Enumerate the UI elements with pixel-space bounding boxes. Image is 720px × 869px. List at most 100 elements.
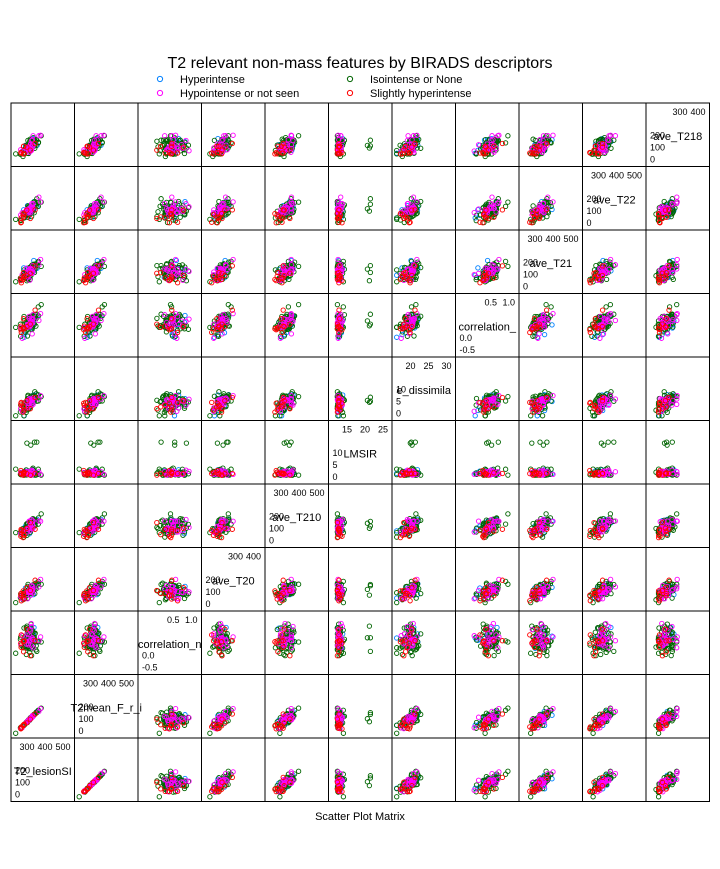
point-hypointense-or-not-seen-89 xyxy=(612,133,619,139)
panel-r1-c10 xyxy=(645,166,710,231)
point-slightly-hyperintense-102 xyxy=(168,151,174,157)
point-hypointense-or-not-seen-89 xyxy=(410,133,417,139)
point-slightly-hyperintense-97 xyxy=(27,147,33,153)
point-hypointense-or-not-seen-89 xyxy=(222,133,229,139)
point-hypointense-or-not-seen-89 xyxy=(674,194,680,200)
point-isointense-or-none-21 xyxy=(418,145,424,151)
point-hypointense-or-not-seen-86 xyxy=(101,132,107,138)
panel-r2-c10 xyxy=(645,229,710,294)
point-slightly-hyperintense-95 xyxy=(180,144,187,150)
point-slightly-hyperintense-99 xyxy=(85,143,91,149)
point-hypointense-or-not-seen-86 xyxy=(607,256,614,263)
point-hypointense-or-not-seen-89 xyxy=(338,194,344,200)
point-slightly-hyperintense-99 xyxy=(482,143,488,149)
point-isointense-or-none-26 xyxy=(367,196,374,202)
legend-marker-3 xyxy=(346,89,354,97)
panel-r4-c0 xyxy=(10,356,75,421)
diag-tick-bottom-6-2: 10 xyxy=(396,385,406,395)
panel-r3-c5 xyxy=(328,293,393,358)
point-slightly-hyperintense-103 xyxy=(404,150,410,156)
point-isointense-or-none-59 xyxy=(502,258,509,265)
panel-r2-c1 xyxy=(74,229,139,294)
legend-label-1: Isointense or None xyxy=(370,74,462,86)
point-isointense-or-none-48 xyxy=(295,263,302,270)
chart-title: T2 relevant non-mass features by BIRADS … xyxy=(167,55,552,72)
point-isointense-or-none-48 xyxy=(295,133,302,139)
point-slightly-hyperintense-96 xyxy=(412,307,418,313)
panel-r2-c5 xyxy=(328,229,393,294)
diag-tick-top-8-1: 400 xyxy=(545,234,560,244)
point-isointense-or-none-26 xyxy=(367,262,374,269)
point-hypointense-or-not-seen-84 xyxy=(172,142,178,148)
panel-r0-c5 xyxy=(328,102,393,167)
point-isointense-or-none-18 xyxy=(367,201,374,207)
point-hypointense-or-not-seen-86 xyxy=(230,132,236,138)
panel-r2-c3 xyxy=(201,229,266,294)
point-slightly-hyperintense-99 xyxy=(336,143,342,149)
point-hypointense-or-not-seen-86 xyxy=(230,199,236,205)
panel-r4-c2 xyxy=(137,356,202,421)
point-isointense-or-none-66 xyxy=(181,150,188,157)
legend-marker-0 xyxy=(156,75,164,83)
point-isointense-or-none-48 xyxy=(505,133,511,139)
panel-r1-c0 xyxy=(10,166,75,231)
point-isointense-or-none-13 xyxy=(156,279,162,285)
point-slightly-hyperintense-100 xyxy=(209,399,215,406)
point-isointense-or-none-48 xyxy=(295,393,302,400)
diag-tick-bottom-9-0: 0 xyxy=(587,218,592,228)
point-hyperintense-11 xyxy=(394,334,400,340)
point-slightly-hyperintense-99 xyxy=(20,143,27,149)
point-isointense-or-none-13 xyxy=(76,324,82,331)
legend: Hyperintense Isointense or NoneHypointens… xyxy=(156,74,472,100)
panel-r3-c0 xyxy=(10,293,75,358)
panel-r4-c7 xyxy=(455,356,520,421)
point-isointense-or-none-48 xyxy=(607,301,614,308)
point-slightly-hyperintense-103 xyxy=(483,150,490,156)
diag-tick-top-9-1: 400 xyxy=(609,171,624,181)
panel-r4-c1 xyxy=(74,356,139,421)
panel-r0-c9 xyxy=(582,102,647,167)
point-slightly-hyperintense-97 xyxy=(287,147,293,153)
point-slightly-hyperintense-99 xyxy=(275,143,281,149)
point-slightly-hyperintense-96 xyxy=(32,140,38,147)
panel-r0-c7 xyxy=(455,102,520,167)
diag-tick-bottom-10-1: 100 xyxy=(650,143,665,153)
point-isointense-or-none-13 xyxy=(76,413,82,419)
diag-tick-top-9-2: 500 xyxy=(627,171,642,181)
point-hypointense-or-not-seen-87 xyxy=(285,137,291,143)
panel-r1-c6 xyxy=(391,166,456,231)
panel-r0-c4 xyxy=(264,102,329,167)
point-slightly-hyperintense-96 xyxy=(499,140,506,147)
point-isointense-or-none-51 xyxy=(211,137,218,144)
panel-frame xyxy=(10,229,75,294)
point-hypointense-or-not-seen-91 xyxy=(221,133,227,139)
legend-label-2: Hypointense or not seen xyxy=(180,88,299,100)
diag-tick-bottom-8-2: 200 xyxy=(523,258,538,268)
point-slightly-hyperintense-95 xyxy=(281,144,287,150)
panel-r4-c5 xyxy=(328,356,393,421)
point-isointense-or-none-64 xyxy=(154,138,160,144)
point-hypointense-or-not-seen-89 xyxy=(36,133,42,139)
point-slightly-hyperintense-96 xyxy=(95,140,102,147)
point-isointense-or-none-47 xyxy=(397,142,403,148)
point-slightly-hyperintense-103 xyxy=(335,150,342,156)
point-hypointense-or-not-seen-84 xyxy=(288,331,295,337)
panel-r3-c8 xyxy=(518,293,583,358)
point-hypointense-or-not-seen-89 xyxy=(169,194,175,200)
point-isointense-or-none-18 xyxy=(367,269,374,276)
point-hypointense-or-not-seen-76 xyxy=(339,137,345,144)
point-slightly-hyperintense-101 xyxy=(274,151,280,157)
point-hypointense-or-not-seen-84 xyxy=(475,142,482,148)
point-slightly-hyperintense-96 xyxy=(169,307,175,313)
point-isointense-or-none-48 xyxy=(543,301,549,308)
point-isointense-or-none-61 xyxy=(394,267,400,273)
point-slightly-hyperintense-99 xyxy=(402,143,409,149)
panel-r2-c2 xyxy=(137,229,202,294)
point-slightly-hyperintense-97 xyxy=(219,147,225,153)
point-slightly-hyperintense-94 xyxy=(168,143,175,149)
panel-r1-c4 xyxy=(264,166,329,231)
panel-r0-c6 xyxy=(391,102,456,167)
panel-r3-c10 xyxy=(645,293,710,358)
point-isointense-or-none-59 xyxy=(340,304,346,310)
point-hypointense-or-not-seen-79 xyxy=(471,148,477,154)
